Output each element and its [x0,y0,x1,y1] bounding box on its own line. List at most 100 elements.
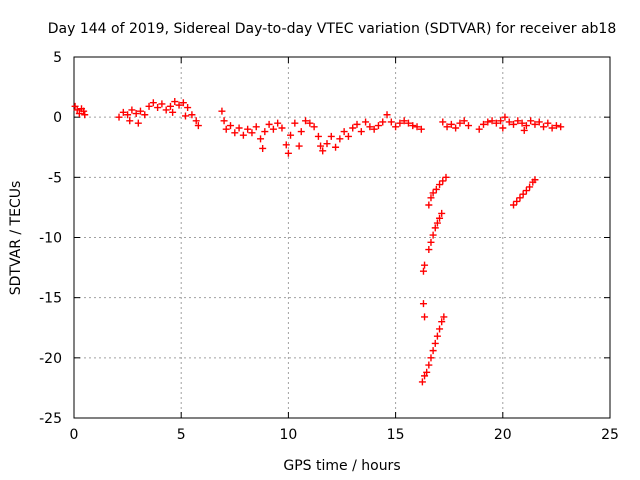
data-point [417,125,425,133]
data-point [387,118,395,126]
data-point [344,132,352,140]
data-point [235,124,243,132]
y-tick-label: -15 [39,291,62,307]
data-point [413,123,421,131]
data-point [520,126,528,134]
data-point [188,111,196,119]
data-point [436,214,444,222]
data-point [429,231,437,239]
data-point [141,111,149,119]
data-point [295,142,303,150]
data-point [75,110,83,118]
data-point [475,125,483,133]
data-point [419,300,427,308]
data-point [552,122,560,130]
data-point [392,123,400,131]
data-point [194,122,202,130]
data-point [429,347,437,355]
data-point [287,131,295,139]
data-point [383,111,391,119]
data-point [510,120,518,128]
data-point [443,123,451,131]
y-tick-label: -25 [39,411,62,427]
data-point [499,124,507,132]
x-axis-label: GPS time / hours [283,458,400,474]
data-point [349,124,357,132]
data-point [439,118,447,126]
data-point [259,144,267,152]
data-point [265,120,273,128]
data-point [310,123,318,131]
data-point [332,143,340,151]
data-point [447,120,455,128]
data-point [261,128,269,136]
y-tick-label: -20 [39,351,62,367]
x-tick-label: 10 [279,427,297,443]
y-tick-label: -10 [39,231,62,247]
data-point [433,219,441,227]
data-point [132,110,140,118]
data-point [175,101,183,109]
y-axis-label: SDTVAR / TECUs [8,181,24,296]
data-point [81,111,89,119]
data-point [362,118,370,126]
data-point [513,197,521,205]
data-point [297,128,305,136]
data-point [222,125,230,133]
x-tick-label: 25 [601,427,619,443]
data-point [421,261,429,269]
data-point [421,313,429,321]
data-point [220,117,228,125]
data-point [291,119,299,127]
series-arc-5 [475,113,565,134]
data-point [409,122,417,130]
data-point [423,368,431,376]
data-point [269,125,277,133]
data-point [282,141,290,149]
data-point [436,325,444,333]
data-point [425,201,433,209]
series-arc-1 [71,102,89,119]
data-point [73,106,81,114]
chart-title: Day 144 of 2019, Sidereal Day-to-day VTE… [48,21,617,37]
data-point [519,190,527,198]
data-point [527,117,535,125]
data-point [425,246,433,254]
data-point [460,117,468,125]
data-point [284,149,292,157]
data-point [456,119,464,127]
data-point [192,117,200,125]
data-point [427,194,435,202]
data-point [317,142,325,150]
data-point [374,122,382,130]
data-point [162,106,170,114]
data-point [227,122,235,130]
data-point [319,147,327,155]
data-point [436,181,444,189]
data-point [544,119,552,127]
data-point [522,187,530,195]
data-point [124,111,132,119]
data-point [166,102,174,110]
data-point [128,106,136,114]
data-point [158,100,166,108]
data-point [231,129,239,137]
data-point [323,140,331,148]
data-point [433,332,441,340]
data-point [497,117,505,125]
data-point [274,119,282,127]
data-point [548,124,556,132]
data-point [404,119,412,127]
x-tick-label: 15 [387,427,405,443]
data-point [119,108,127,116]
data-point [514,117,522,125]
data-point [340,128,348,136]
data-point [136,107,144,115]
data-point [370,125,378,133]
y-tick-label: 5 [53,50,62,66]
y-tick-label: -5 [48,170,62,186]
data-point [80,107,88,115]
data-point [492,119,500,127]
data-point [518,119,526,127]
